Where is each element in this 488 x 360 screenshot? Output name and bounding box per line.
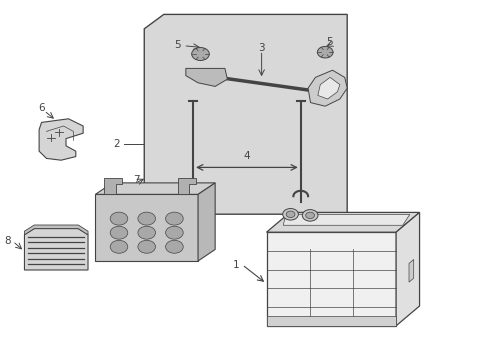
Polygon shape <box>185 68 227 86</box>
Text: 8: 8 <box>4 236 11 246</box>
Text: 2: 2 <box>113 139 120 149</box>
Text: 7: 7 <box>133 175 140 185</box>
Circle shape <box>110 226 127 239</box>
Text: 3: 3 <box>258 42 264 53</box>
Polygon shape <box>39 119 83 160</box>
Circle shape <box>165 226 183 239</box>
Circle shape <box>317 46 332 58</box>
Polygon shape <box>95 194 198 261</box>
Text: 5: 5 <box>173 40 180 50</box>
Polygon shape <box>95 183 215 194</box>
Circle shape <box>138 226 155 239</box>
Polygon shape <box>408 260 413 282</box>
Circle shape <box>165 212 183 225</box>
Polygon shape <box>307 70 346 106</box>
Circle shape <box>110 240 127 253</box>
Circle shape <box>285 211 294 217</box>
Polygon shape <box>177 178 195 194</box>
Polygon shape <box>266 212 419 232</box>
Circle shape <box>282 208 298 220</box>
Text: 4: 4 <box>243 151 250 161</box>
Text: 1: 1 <box>232 260 239 270</box>
Polygon shape <box>283 215 409 225</box>
Circle shape <box>302 210 317 221</box>
Circle shape <box>305 212 314 219</box>
Polygon shape <box>24 229 88 270</box>
Polygon shape <box>317 77 339 99</box>
Circle shape <box>110 212 127 225</box>
Circle shape <box>138 240 155 253</box>
Polygon shape <box>24 225 88 235</box>
Polygon shape <box>104 178 122 194</box>
Circle shape <box>165 240 183 253</box>
Polygon shape <box>144 14 346 214</box>
Polygon shape <box>198 183 215 261</box>
Polygon shape <box>266 316 395 326</box>
Text: 5: 5 <box>325 37 332 48</box>
Polygon shape <box>395 212 419 326</box>
Text: 6: 6 <box>38 103 45 113</box>
Polygon shape <box>266 232 395 326</box>
Circle shape <box>191 48 209 60</box>
Circle shape <box>138 212 155 225</box>
